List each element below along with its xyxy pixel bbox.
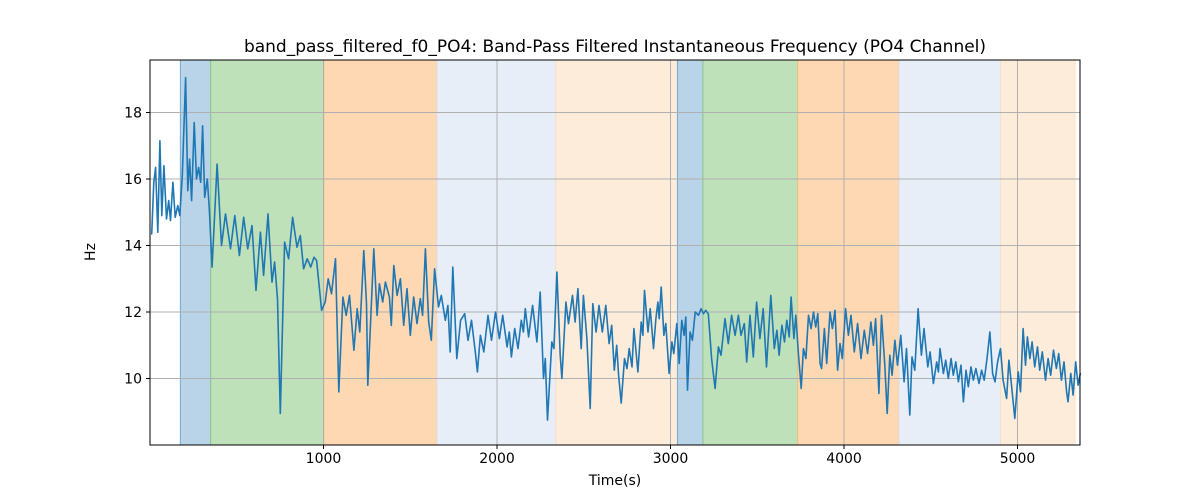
x-axis-label: Time(s) xyxy=(588,473,641,489)
chart-title: band_pass_filtered_f0_PO4: Band-Pass Fil… xyxy=(244,37,986,57)
x-tick-label: 4000 xyxy=(826,451,862,467)
y-tick-label: 16 xyxy=(124,172,142,188)
series-layer xyxy=(150,76,1082,421)
stage-band-blue xyxy=(180,60,211,445)
stage-band-light-blue xyxy=(899,60,1001,445)
x-tick-label: 2000 xyxy=(479,451,515,467)
x-tick-label: 3000 xyxy=(653,451,689,467)
stage-band-light-blue xyxy=(437,60,556,445)
y-axis-label: Hz xyxy=(83,243,99,261)
stage-band-light-orange xyxy=(1000,60,1075,445)
stage-band-blue xyxy=(677,60,703,445)
ticks-layer: 1000 2000 3000 4000 5000 10 12 14 16 18 xyxy=(124,106,1035,467)
stage-band-green xyxy=(702,60,798,445)
axes-border xyxy=(149,59,1081,446)
stage-band-orange xyxy=(797,60,900,445)
stage-bands-layer xyxy=(179,60,1076,445)
y-tick-label: 18 xyxy=(124,106,142,122)
stage-band-light-orange xyxy=(555,60,678,445)
y-tick-label: 10 xyxy=(124,372,142,388)
x-tick-label: 5000 xyxy=(1000,451,1036,467)
y-tick-label: 14 xyxy=(124,239,142,255)
stage-band-green xyxy=(210,60,324,445)
frequency-line xyxy=(150,76,1082,421)
x-tick-label: 1000 xyxy=(306,451,342,467)
y-tick-label: 12 xyxy=(124,305,142,321)
stage-band-orange xyxy=(323,60,438,445)
gridlines-layer xyxy=(150,60,1080,445)
